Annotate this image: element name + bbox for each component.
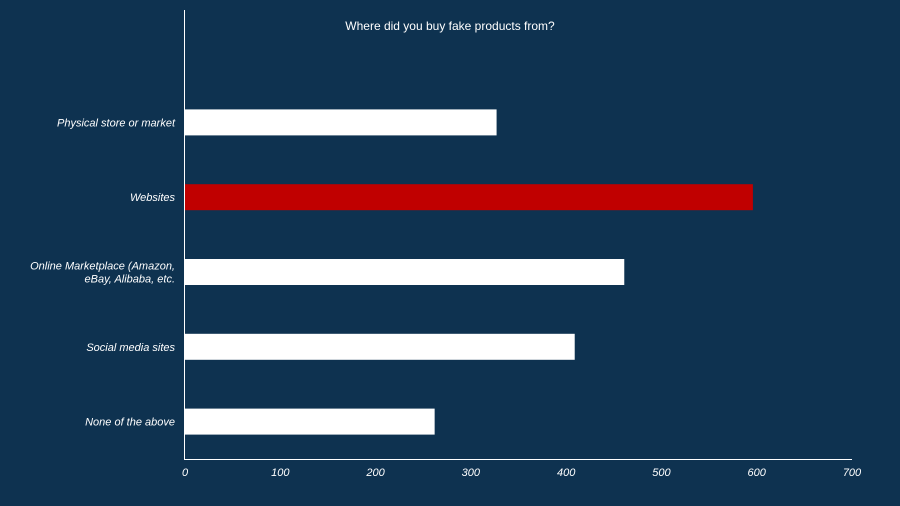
x-tick-100: 100 [271, 467, 290, 479]
bar-3 [185, 333, 575, 360]
x-tick-200: 200 [365, 467, 385, 479]
x-tick-labels: 0 100 200 300 400 500 600 700 [182, 467, 862, 479]
bar-2 [185, 259, 625, 285]
x-tick-700: 700 [843, 467, 862, 479]
bar-1 [185, 184, 753, 211]
x-tick-500: 500 [652, 467, 671, 479]
category-label-2: Online Marketplace (Amazon, eBay, Alibaba… [30, 261, 175, 286]
category-labels: Physical store or market Websites Online M… [30, 117, 176, 428]
x-tick-0: 0 [182, 467, 189, 479]
x-tick-600: 600 [748, 467, 767, 479]
bar-4 [185, 408, 435, 435]
category-label-3: Social media sites [86, 342, 175, 354]
x-tick-300: 300 [462, 467, 481, 479]
bars-group [185, 109, 753, 435]
bar-0 [185, 109, 497, 136]
category-label-0: Physical store or market [57, 117, 176, 129]
category-label-4: None of the above [85, 417, 175, 429]
chart-title: Where did you buy fake products from? [345, 19, 555, 33]
category-label-1: Websites [130, 192, 176, 204]
x-tick-400: 400 [557, 467, 576, 479]
